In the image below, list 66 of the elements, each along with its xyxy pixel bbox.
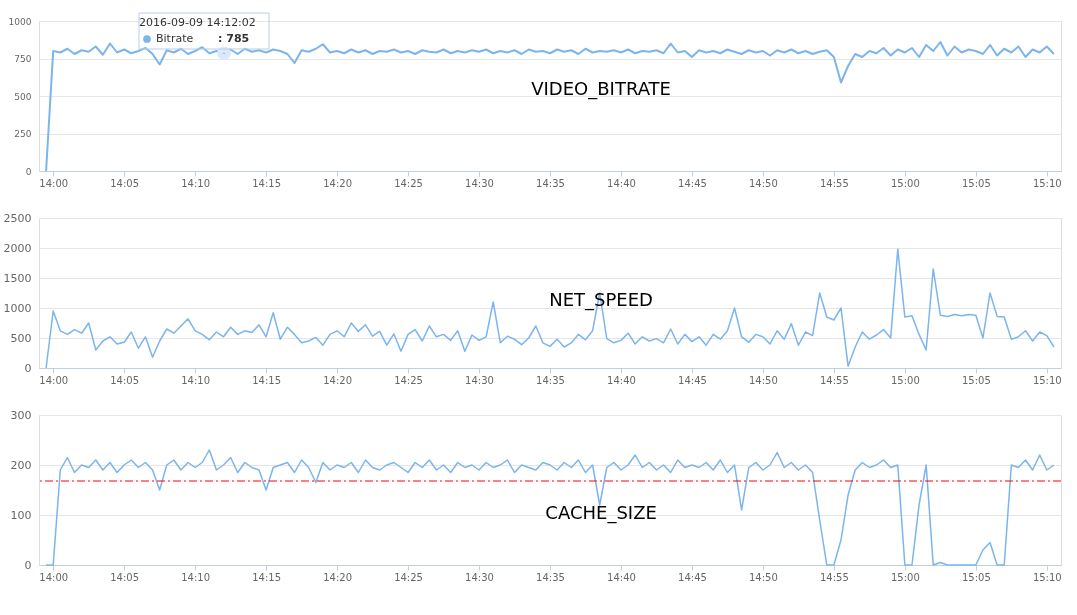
x-tick-label: 14:00	[39, 374, 69, 386]
y-tick-label: 0	[24, 361, 32, 375]
x-tick-label: 14:50	[749, 177, 778, 189]
x-tick-label: 14:15	[252, 177, 282, 189]
x-tick-label: 14:10	[181, 177, 211, 189]
x-tick-label: 14:20	[323, 177, 352, 189]
x-tick-label: 14:05	[110, 571, 140, 583]
x-tick-label: 14:25	[394, 374, 423, 386]
legend-label: Bitrate	[156, 32, 194, 45]
x-tick-label: 14:45	[678, 571, 707, 583]
x-tick-label: 14:55	[819, 374, 849, 386]
x-tick-label: 15:10	[1032, 177, 1062, 189]
x-tick-label: 14:25	[394, 177, 423, 189]
x-tick-label: 14:45	[678, 374, 707, 386]
x-tick-label: 14:15	[252, 571, 282, 583]
x-tick-label: 14:50	[749, 374, 778, 386]
x-tick-label: 14:25	[394, 571, 423, 583]
annotation: 2016-09-09 14:12:02	[139, 16, 256, 29]
y-tick-label: 300	[10, 408, 32, 422]
x-tick-label: 14:20	[323, 571, 352, 583]
x-tick-label: 14:05	[110, 374, 140, 386]
y-tick-label: 1000	[8, 16, 32, 27]
y-tick-label: 750	[14, 54, 32, 64]
x-tick-label: 14:20	[323, 374, 352, 386]
x-tick-label: 15:00	[890, 571, 920, 583]
text: NET_SPEED	[549, 288, 653, 311]
x-tick-label: 14:50	[749, 571, 778, 583]
x-tick-label: 14:00	[39, 571, 69, 583]
x-tick-label: 14:45	[678, 177, 707, 189]
y-tick-label: 0	[24, 558, 32, 572]
x-tick-label: 15:10	[1032, 571, 1062, 583]
y-tick-label: 2500	[3, 211, 32, 225]
annotation: : 785	[218, 32, 250, 45]
y-tick-label: 500	[10, 331, 32, 345]
x-tick-label: 14:55	[819, 177, 849, 189]
x-tick-label: 14:35	[536, 571, 565, 583]
x-tick-label: 14:00	[39, 177, 69, 189]
x-tick-label: 14:10	[181, 571, 211, 583]
y-tick-label: 0	[25, 166, 32, 177]
y-tick-label: 200	[10, 458, 32, 472]
y-tick-label: 250	[14, 129, 32, 139]
y-tick-label: 1500	[3, 271, 32, 285]
x-tick-label: 14:30	[465, 374, 494, 386]
x-tick-label: 14:40	[607, 177, 636, 189]
y-tick-label: 500	[14, 91, 32, 102]
x-tick-label: 14:30	[465, 177, 494, 189]
x-tick-label: 14:15	[252, 374, 282, 386]
x-tick-label: 15:05	[961, 571, 991, 583]
y-tick-label: 1000	[3, 301, 32, 315]
x-tick-label: 14:10	[181, 374, 211, 386]
text: VIDEO_BITRATE	[531, 78, 671, 100]
x-tick-label: 14:35	[536, 374, 565, 386]
x-tick-label: 15:10	[1032, 374, 1062, 386]
x-tick-label: 15:00	[890, 374, 920, 386]
x-tick-label: 15:05	[961, 177, 991, 189]
x-tick-label: 14:30	[465, 571, 494, 583]
x-tick-label: 15:00	[890, 177, 920, 189]
y-tick-label: 100	[10, 508, 32, 522]
text: CACHE_SIZE	[545, 502, 657, 524]
x-tick-label: 15:05	[961, 374, 991, 386]
x-tick-label: 14:35	[536, 177, 565, 189]
x-tick-label: 14:40	[607, 571, 636, 583]
x-tick-label: 14:40	[607, 374, 636, 386]
x-tick-label: 14:55	[819, 571, 849, 583]
x-tick-label: 14:05	[110, 177, 140, 189]
y-tick-label: 2000	[3, 241, 32, 255]
